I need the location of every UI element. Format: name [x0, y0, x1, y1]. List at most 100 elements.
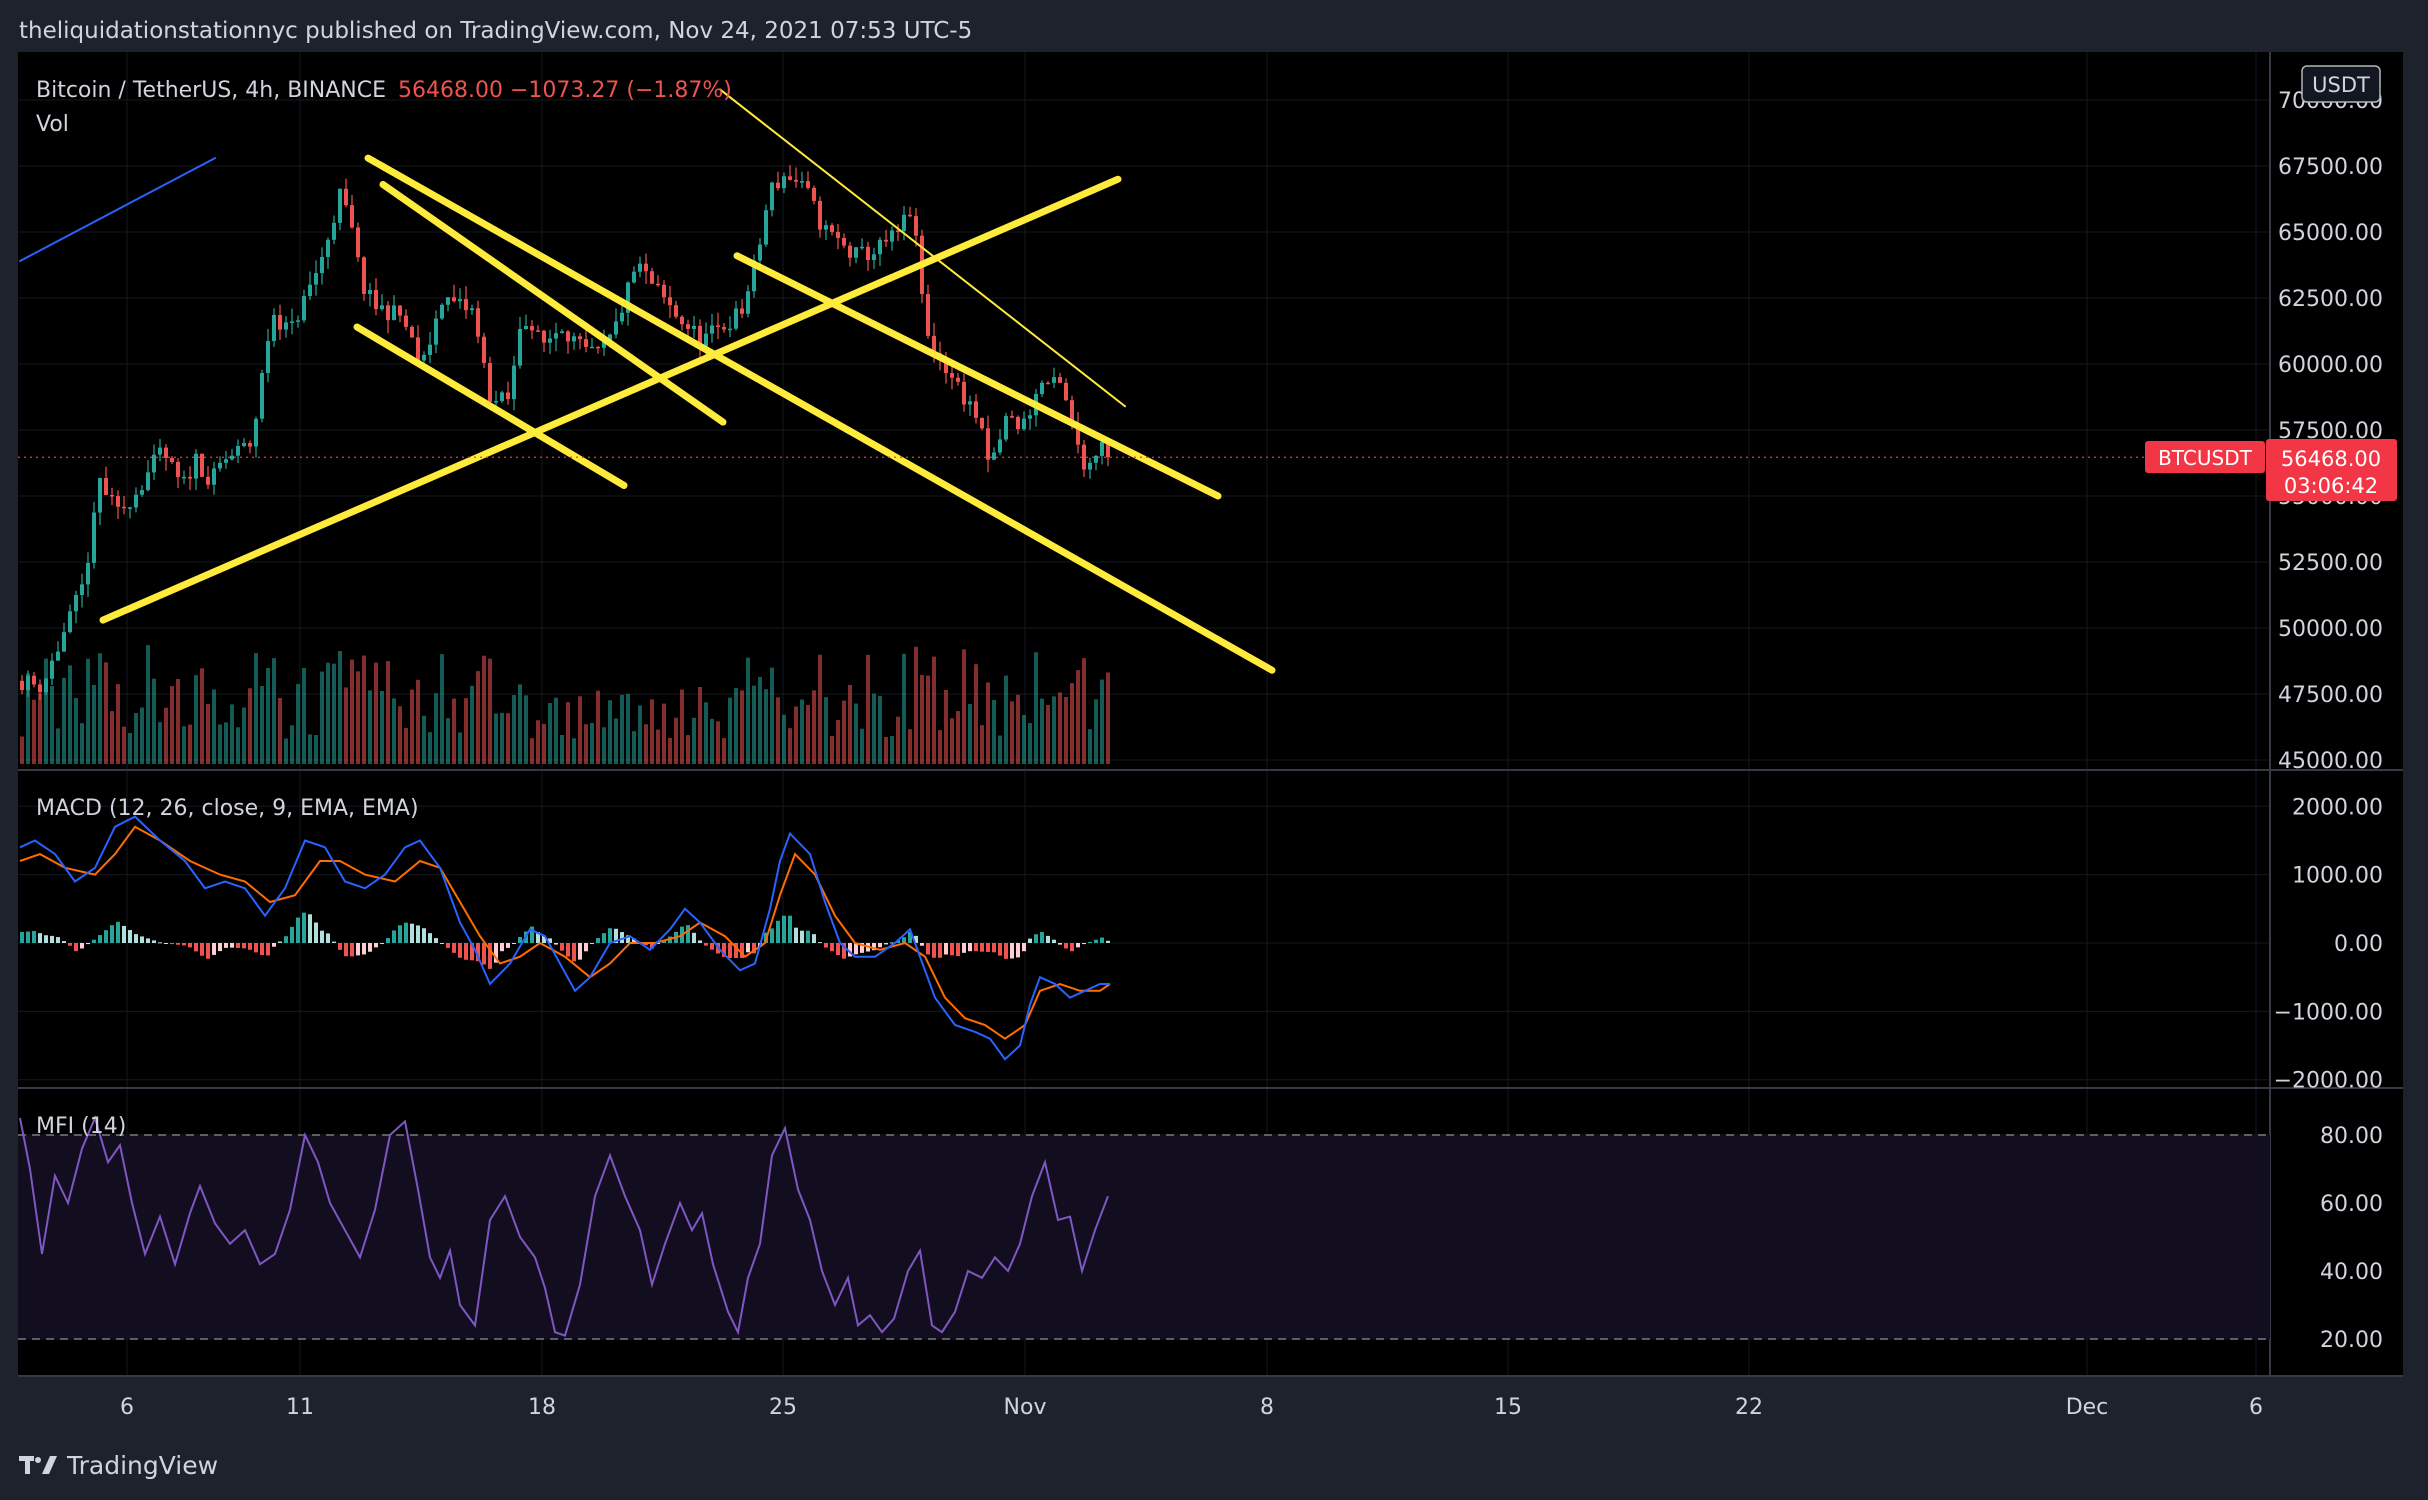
- candle-up-body: [494, 401, 498, 403]
- macd-histogram-bar: [566, 943, 570, 957]
- macd-histogram-bar: [842, 943, 846, 959]
- volume-bar: [314, 735, 318, 764]
- candle-up-body: [692, 325, 696, 329]
- macd-histogram-bar: [650, 943, 654, 949]
- macd-histogram-bar: [140, 936, 144, 943]
- candle-up-body: [638, 263, 642, 272]
- macd-histogram-bar: [68, 943, 72, 946]
- candle-down-body: [176, 462, 180, 478]
- macd-histogram-bar: [740, 943, 744, 959]
- volume-bar: [764, 689, 768, 764]
- macd-histogram-bar: [230, 943, 234, 948]
- candle-up-body: [998, 439, 1002, 453]
- candles[interactable]: [20, 165, 1110, 700]
- candle-down-body: [536, 330, 540, 332]
- macd-histogram-bar: [578, 943, 582, 960]
- volume-bar: [932, 656, 936, 764]
- volume-bar: [212, 689, 216, 764]
- volume-bar: [470, 685, 474, 764]
- currency-badge[interactable]: [2301, 65, 2381, 103]
- candle-up-body: [314, 273, 318, 285]
- volume-bar: [482, 655, 486, 764]
- candle-down-body: [722, 327, 726, 330]
- candle-up-body: [872, 254, 876, 261]
- macd-histogram-bar: [512, 943, 516, 944]
- candle-down-body: [986, 428, 990, 460]
- volume-bar: [380, 690, 384, 764]
- trendline-yellow: [733, 252, 1222, 500]
- candle-up-body: [512, 365, 516, 400]
- candle-up-body: [734, 308, 738, 329]
- x-tick-label: Dec: [2066, 1395, 2109, 1420]
- candle-up-body: [440, 304, 444, 319]
- candle-up-body: [1094, 455, 1098, 463]
- volume-bar: [458, 732, 462, 764]
- y-tick-label: 2000.00: [2292, 795, 2383, 820]
- volume-bar: [968, 704, 972, 764]
- candle-down-body: [116, 496, 120, 507]
- trendlines[interactable]: [19, 88, 1276, 674]
- macd-histogram-bar: [770, 928, 774, 943]
- volume-bar: [1028, 723, 1032, 764]
- volume-bar: [818, 654, 822, 764]
- candle-down-body: [812, 187, 816, 201]
- volume-bar: [194, 675, 198, 764]
- volume-bar: [230, 704, 234, 764]
- candle-down-body: [842, 237, 846, 246]
- volume-bar: [908, 729, 912, 764]
- volume-bar: [608, 700, 612, 764]
- volume-bar: [290, 725, 294, 764]
- volume-bar: [806, 704, 810, 764]
- macd-histogram-bar: [980, 943, 984, 952]
- price-change: −1073.27 (−1.87%): [510, 78, 732, 103]
- macd-line: [19, 815, 1110, 1061]
- candle-up-body: [572, 336, 576, 342]
- volume-bar: [488, 658, 492, 764]
- macd-histogram-bar: [236, 943, 240, 948]
- volume-bar: [1046, 705, 1050, 764]
- volume-bar: [632, 731, 636, 764]
- macd-histogram-bar: [596, 938, 600, 943]
- mfi-band-fill: [18, 1135, 2270, 1339]
- volume-bar: [656, 729, 660, 764]
- symbol-title: Bitcoin / TetherUS, 4h, BINANCE: [36, 78, 386, 103]
- macd-histogram-bar: [488, 943, 492, 969]
- macd-histogram-bar: [734, 943, 738, 959]
- volume-bar: [356, 671, 360, 764]
- macd-histogram-bar: [506, 943, 510, 948]
- volume-bar: [224, 722, 228, 764]
- volume-bar: [770, 667, 774, 764]
- candle-down-body: [740, 308, 744, 314]
- macd-histogram-bar: [386, 938, 390, 943]
- candle-down-body: [110, 495, 114, 497]
- candle-down-body: [1106, 441, 1110, 458]
- macd-histogram-bar: [128, 930, 132, 943]
- macd-histogram-bar: [560, 943, 564, 951]
- macd-histogram-bar: [464, 943, 468, 960]
- volume-bar: [422, 715, 426, 764]
- candle-up-body: [614, 321, 618, 335]
- volume-bar: [410, 689, 414, 764]
- candle-down-body: [584, 339, 588, 347]
- volume-bar: [446, 718, 450, 764]
- volume-bar: [62, 677, 66, 764]
- symbol-tag-label: BTCUSDT: [2158, 446, 2252, 470]
- macd-histogram-bar: [824, 943, 828, 948]
- candle-up-body: [1052, 377, 1056, 383]
- y-tick-label: 60000.00: [2278, 353, 2383, 378]
- macd-histogram-bar: [902, 937, 906, 943]
- macd-histogram-bar: [356, 943, 360, 956]
- macd-histogram-bar: [188, 943, 192, 948]
- candle-down-body: [1016, 416, 1020, 430]
- volume-bar: [644, 724, 648, 764]
- volume-bar: [662, 703, 666, 764]
- candle-up-body: [158, 447, 162, 455]
- volume-bar: [26, 673, 30, 764]
- footer-brand[interactable]: TradingView: [19, 1448, 218, 1482]
- volume-bar: [1070, 683, 1074, 764]
- volume-bar: [1094, 699, 1098, 764]
- x-tick-label: 11: [286, 1395, 314, 1420]
- macd-histogram-bar: [884, 943, 888, 945]
- macd-histogram-bar: [1016, 943, 1020, 958]
